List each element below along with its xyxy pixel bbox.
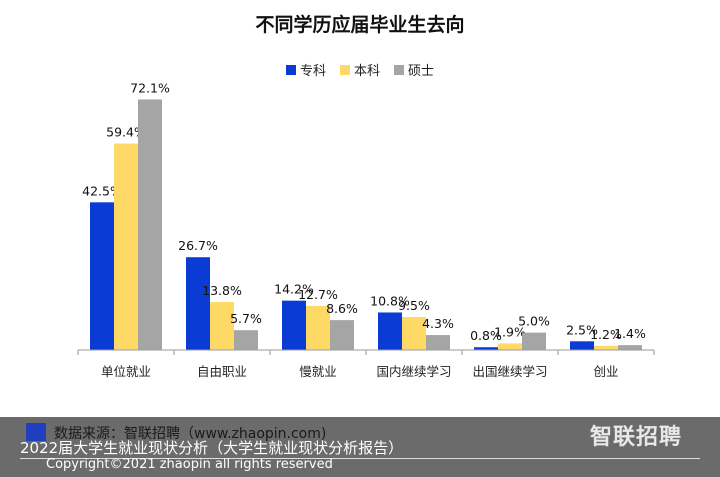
x-tick-label: 国内继续学习 — [376, 364, 451, 379]
bar-本科-自由职业 — [210, 302, 234, 350]
data-label: 2.5% — [566, 322, 598, 337]
data-label: 26.7% — [178, 238, 218, 253]
legend-label: 专科 — [299, 64, 326, 79]
legend-item-shuoshi: 硕士 — [394, 60, 434, 79]
data-label: 9.5% — [398, 298, 430, 313]
data-label: 8.6% — [326, 301, 358, 316]
bar-本科-国内继续学习 — [402, 316, 426, 350]
data-label: 5.7% — [230, 311, 262, 326]
x-tick-label: 慢就业 — [299, 364, 337, 379]
data-label: 14.2% — [274, 282, 314, 297]
legend-swatch — [394, 64, 404, 75]
data-label: 1.9% — [494, 324, 526, 339]
x-tick-label: 创业 — [593, 364, 618, 379]
data-source: 数据来源：智联招聘（www.zhaopin.com) — [54, 426, 327, 442]
x-tick-label: 单位就业 — [101, 364, 151, 379]
bar-本科-创业 — [594, 345, 618, 350]
legend-swatch — [285, 64, 296, 75]
bar-专科-国内继续学习 — [378, 312, 402, 350]
legend-label: 本科 — [353, 64, 380, 79]
data-label: 10.8% — [370, 293, 410, 308]
data-label: 13.8% — [202, 283, 242, 298]
data-label: 4.3% — [422, 316, 454, 331]
bar-硕士-自由职业 — [234, 330, 258, 350]
data-label: 42.5% — [82, 183, 122, 198]
image-caption: 2022届大学生就业现状分析（大学生就业现状分析报告） — [20, 439, 404, 457]
footer-banner: 数据来源：智联招聘（www.zhaopin.com) 2022届大学生就业现状分… — [0, 417, 720, 477]
data-label: 1.4% — [614, 326, 646, 341]
legend-item-zhuanke: 专科 — [285, 60, 326, 79]
bar-chart: 42.5% 59.4% 72.1% 单位就业 26.7% 13.8% 5.7% 自由职业 14.… — [77, 80, 655, 379]
data-label: 12.7% — [298, 287, 338, 302]
bar-专科-单位就业 — [90, 202, 114, 350]
bar-硕士-创业 — [618, 345, 642, 350]
legend-item-benke: 本科 — [339, 60, 380, 79]
bar-本科-出国继续学习 — [498, 343, 522, 350]
data-label: 0.8% — [470, 328, 502, 343]
bar-硕士-出国继续学习 — [522, 332, 546, 350]
zhaopin-logo: 智联招聘 — [590, 425, 683, 450]
bar-硕士-慢就业 — [330, 320, 354, 350]
legend-swatch — [339, 64, 350, 75]
legend: 专科 本科 硕士 — [0, 60, 720, 79]
bar-专科-慢就业 — [282, 300, 306, 350]
data-label: 59.4% — [106, 125, 146, 140]
bar-专科-创业 — [570, 341, 594, 350]
data-label: 72.1% — [130, 80, 170, 95]
chart-title: 不同学历应届毕业生去向 — [255, 14, 465, 36]
copyright: Copyright©2021 zhaopin all rights reserv… — [46, 457, 333, 472]
bar-专科-自由职业 — [186, 257, 210, 350]
bar-硕士-国内继续学习 — [426, 335, 450, 350]
bar-本科-单位就业 — [114, 143, 138, 350]
bar-专科-出国继续学习 — [474, 347, 498, 350]
x-tick-label: 出国继续学习 — [472, 364, 547, 379]
data-label: 1.2% — [590, 327, 622, 342]
bar-硕士-单位就业 — [138, 99, 162, 350]
caption-divider — [20, 458, 700, 459]
x-tick-label: 自由职业 — [197, 364, 247, 379]
bar-本科-慢就业 — [306, 305, 330, 350]
legend-label: 硕士 — [408, 64, 435, 79]
data-label: 5.0% — [518, 314, 550, 329]
source-marker — [26, 423, 46, 441]
